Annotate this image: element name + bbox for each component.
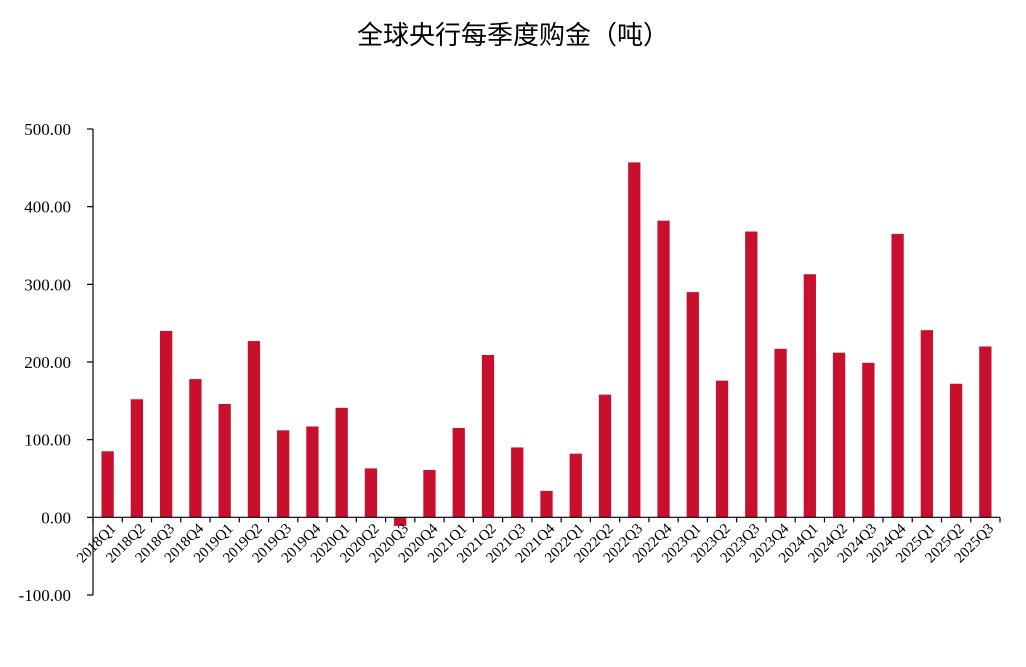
bar-2019Q4 [306,426,319,518]
y-axis: -100.00 0.00 100.00 200.00 300.00 400.00 500.0… [19,120,93,605]
bar-2024Q2 [832,352,846,518]
y-tick-label: 200.00 [24,353,71,372]
chart-title: 全球央行每季度购金（吨） [357,21,669,51]
bar-2024Q3 [862,362,875,518]
bar-2022Q2 [598,394,612,518]
bar-2019Q3 [277,430,290,518]
bar-2023Q1 [686,292,699,518]
y-tick-label: 300.00 [24,275,71,294]
bar-2020Q2 [364,468,378,518]
bar-2018Q1 [101,451,114,518]
y-tick-label: 100.00 [24,431,71,450]
bar-2021Q4 [540,490,553,518]
bar-2023Q4 [774,348,787,518]
bar-2020Q4 [423,469,436,518]
bar-2020Q3 [394,517,407,526]
y-tick-label: -100.00 [19,586,71,605]
bar-2020Q1 [335,407,348,518]
bar-2024Q4 [891,233,904,518]
y-tick-label: 400.00 [24,198,71,217]
bar-2021Q1 [452,428,465,518]
bars [101,162,992,526]
bar-2023Q2 [715,380,729,518]
y-tick-label: 0.00 [41,508,71,527]
bar-2023Q3 [745,231,758,518]
bar-2025Q1 [920,330,933,518]
bar-2018Q4 [189,379,202,518]
x-axis: 2018Q12018Q22018Q32018Q42019Q12019Q22019… [74,517,1001,566]
bar-2022Q4 [657,220,670,518]
bar-2021Q2 [481,355,495,518]
bar-2018Q2 [130,399,144,518]
bar-2025Q2 [949,383,963,518]
y-tick-label: 500.00 [24,120,71,139]
bar-2022Q3 [628,162,641,518]
bar-2024Q1 [803,274,816,518]
bar-2019Q2 [247,341,261,518]
bar-2019Q1 [218,403,231,518]
bar-2025Q3 [979,346,992,518]
bar-2021Q3 [511,447,524,518]
bar-2018Q3 [160,330,173,518]
bar-2022Q1 [569,453,582,518]
